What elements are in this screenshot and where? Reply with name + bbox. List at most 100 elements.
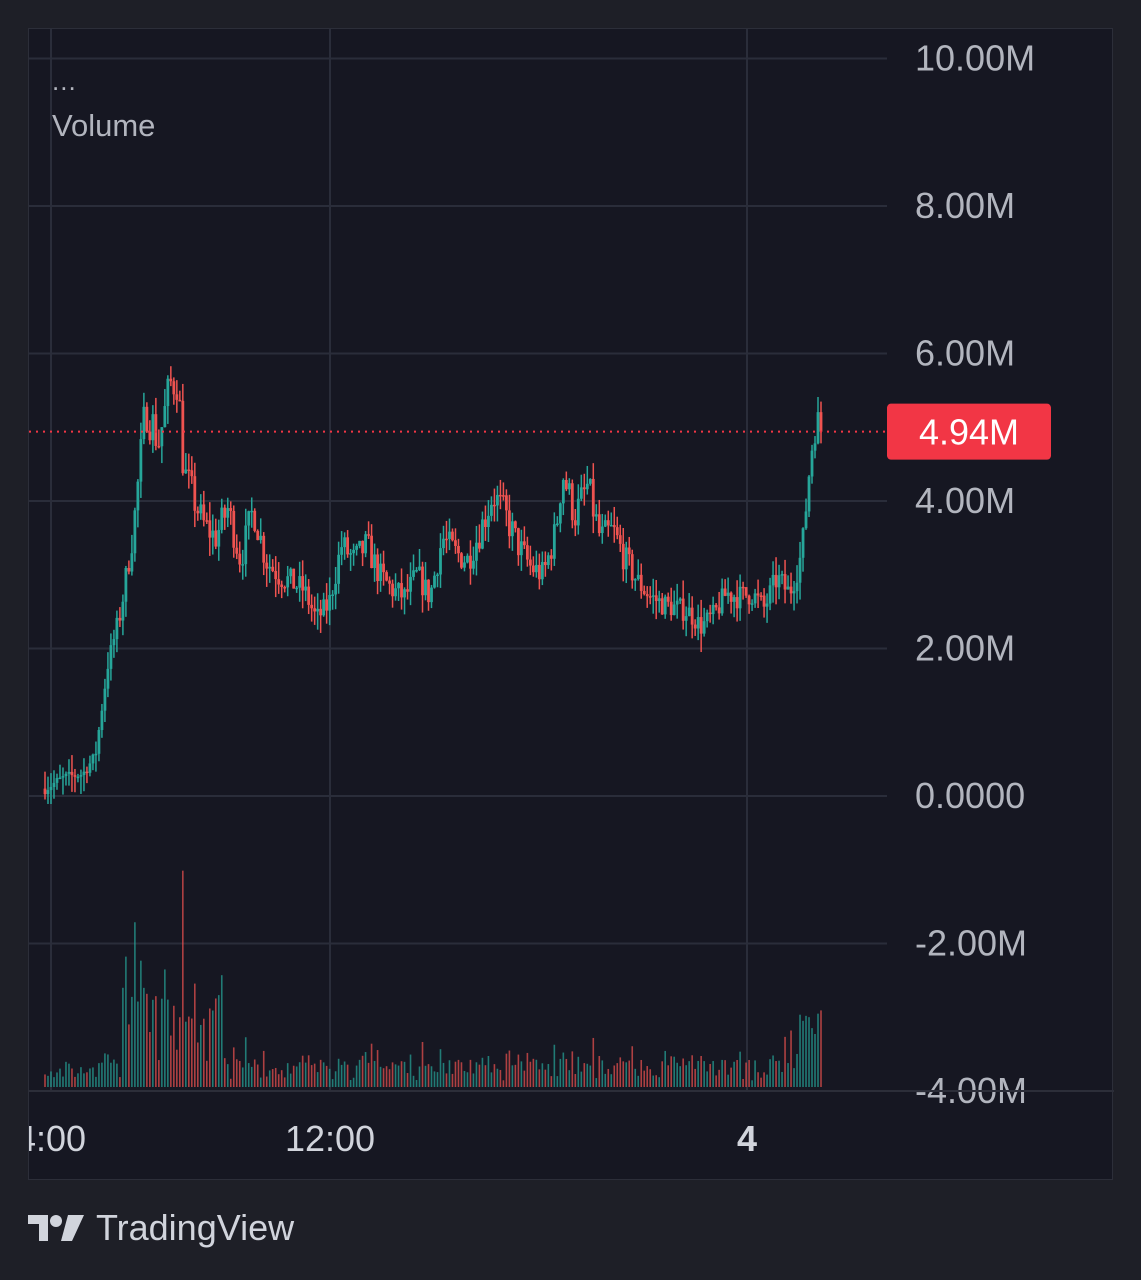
- candle-body: [253, 510, 257, 531]
- candle-body: [415, 569, 418, 572]
- volume-bar: [424, 1065, 427, 1087]
- candle-body: [810, 450, 814, 477]
- volume-bar: [514, 1064, 517, 1087]
- candle-body: [154, 414, 158, 446]
- candle-body: [238, 553, 242, 565]
- candle-body: [633, 579, 637, 581]
- candle-body: [663, 596, 667, 615]
- volume-bar: [568, 1070, 571, 1087]
- candle-body: [466, 555, 469, 563]
- candle-body: [705, 612, 709, 622]
- volume-bar: [211, 1010, 214, 1087]
- y-tick-label: 0.0000: [915, 775, 1025, 816]
- volume-bar: [128, 1024, 130, 1087]
- candle-body: [343, 537, 347, 548]
- volume-bar: [673, 1056, 675, 1087]
- volume-bar: [466, 1072, 469, 1087]
- volume-bar: [556, 1076, 559, 1087]
- candle-body: [457, 545, 460, 554]
- chart-pane[interactable]: 10.00M 8.00M 6.00M 4.00M 2.00M 0.0000 -2.00M -4…: [28, 28, 1114, 1181]
- volume-bar: [448, 1060, 451, 1087]
- volume-bar: [316, 1072, 319, 1087]
- volume-bar: [688, 1061, 690, 1087]
- volume-bar: [700, 1055, 702, 1087]
- volume-bar: [778, 1060, 780, 1087]
- candle-body: [169, 378, 173, 382]
- candle-body: [376, 554, 379, 582]
- candle-body: [660, 598, 664, 615]
- volume-bar: [167, 999, 169, 1087]
- volume-bar: [53, 1077, 55, 1087]
- volume-bar: [439, 1049, 442, 1087]
- candle-body: [355, 545, 358, 550]
- y-tick-label: 4.00M: [915, 480, 1015, 521]
- candle-body: [487, 515, 490, 528]
- volume-bar: [517, 1054, 520, 1087]
- volume-bar: [814, 1034, 816, 1087]
- volume-bar: [289, 1073, 292, 1087]
- legend-volume-label[interactable]: Volume: [52, 108, 156, 143]
- volume-bar: [457, 1059, 460, 1087]
- candle-body: [268, 566, 272, 569]
- candle-body: [403, 589, 406, 598]
- candle-body: [525, 545, 529, 560]
- volume-bar: [113, 1059, 115, 1087]
- legend-more-dots[interactable]: ...: [52, 66, 77, 96]
- candle-body: [519, 541, 523, 556]
- candle-body: [151, 414, 155, 441]
- candle-body: [235, 547, 239, 554]
- candle-body: [205, 520, 209, 522]
- volume-bar: [176, 1049, 178, 1087]
- volume-bar: [194, 983, 196, 1087]
- candle-body: [370, 535, 373, 568]
- candle-body: [400, 583, 403, 598]
- candle-body: [97, 730, 101, 754]
- volume-bar: [652, 1075, 655, 1087]
- volume-bar: [409, 1054, 412, 1087]
- volume-bar: [775, 1061, 777, 1087]
- volume-bar: [244, 1037, 247, 1087]
- volume-bar: [604, 1073, 607, 1087]
- candle-body: [819, 412, 823, 432]
- volume-bar: [562, 1052, 565, 1087]
- candle-body: [759, 595, 763, 597]
- volume-bar: [703, 1061, 705, 1087]
- candle-body: [756, 593, 760, 596]
- volume-bar: [574, 1074, 577, 1087]
- candle-body: [328, 595, 332, 611]
- volume-bar: [733, 1061, 735, 1087]
- volume-bar: [559, 1058, 562, 1087]
- volume-bar: [202, 1018, 205, 1087]
- volume-bar: [188, 1016, 190, 1087]
- tradingview-brand[interactable]: TradingView: [28, 1206, 294, 1250]
- candle-body: [630, 554, 634, 581]
- chart-canvas[interactable]: 10.00M8.00M6.00M4.00M2.00M0.0000-2.00M-4…: [29, 29, 1114, 1181]
- volume-bar: [484, 1065, 487, 1087]
- candle-body: [732, 597, 736, 602]
- candle-body: [576, 498, 580, 526]
- candle-body: [46, 790, 50, 795]
- volume-bar: [646, 1066, 649, 1087]
- volume-bar: [658, 1077, 661, 1087]
- volume-bar: [496, 1068, 499, 1087]
- volume-bar: [125, 956, 127, 1087]
- volume-bar: [757, 1072, 759, 1087]
- candle-body: [115, 617, 119, 640]
- candle-body: [391, 583, 394, 597]
- candle-body: [496, 494, 499, 506]
- volume-bar: [253, 1059, 256, 1087]
- volume-bar: [205, 1060, 208, 1087]
- candle-body: [106, 668, 110, 689]
- candle-body: [52, 782, 56, 788]
- volume-bar: [454, 1061, 457, 1087]
- volume-bar: [664, 1050, 667, 1087]
- volume-bar: [508, 1050, 511, 1087]
- volume-bar: [143, 987, 145, 1087]
- volume-bar: [478, 1064, 481, 1087]
- y-tick-label: 10.00M: [915, 38, 1035, 79]
- candle-body: [406, 589, 409, 592]
- volume-bar: [436, 1072, 439, 1087]
- candle-body: [289, 568, 293, 577]
- candle-body: [528, 559, 532, 566]
- candle-body: [531, 565, 535, 573]
